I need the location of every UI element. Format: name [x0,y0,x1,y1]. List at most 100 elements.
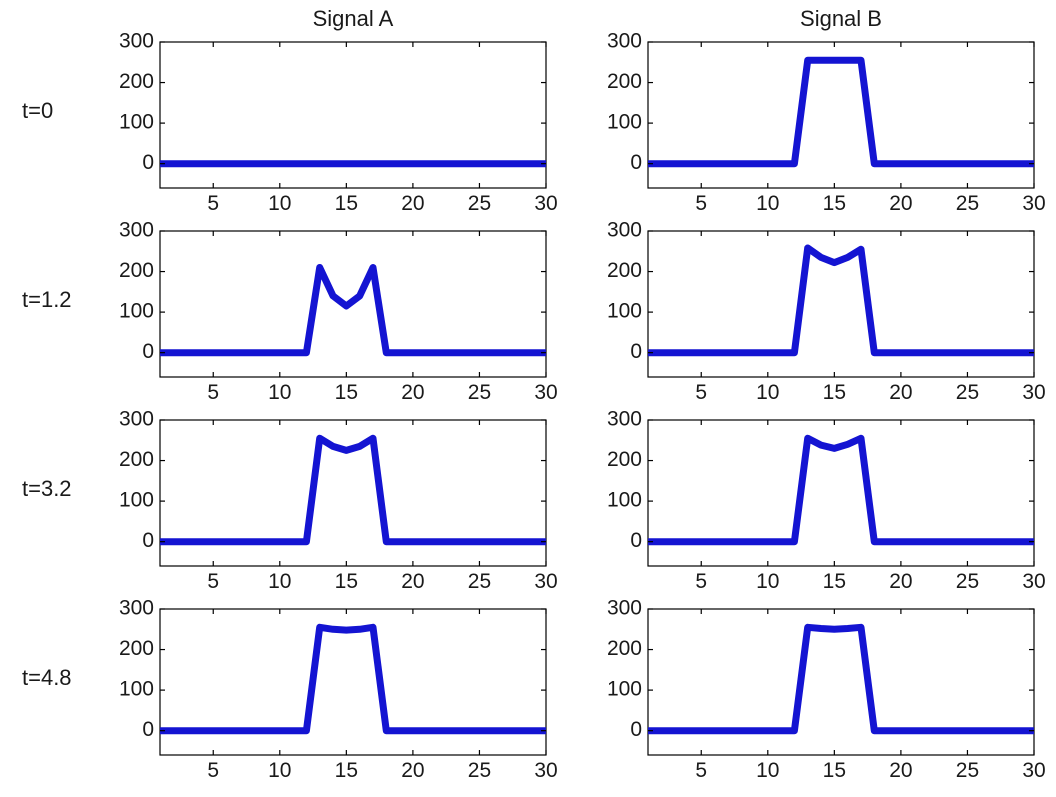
x-tick-label: 5 [695,759,707,782]
y-tick-label: 100 [607,489,642,512]
row-label: t=0 [22,98,53,123]
x-tick-label: 30 [1022,570,1045,593]
y-tick-label: 100 [607,300,642,323]
x-tick-label: 15 [335,759,358,782]
x-tick-label: 5 [207,192,219,215]
y-tick-label: 0 [142,529,154,552]
x-tick-label: 20 [401,381,424,404]
x-tick-label: 15 [823,570,846,593]
row-label: t=3.2 [22,476,72,501]
x-tick-label: 30 [534,570,557,593]
y-tick-label: 100 [119,300,154,323]
x-tick-label: 25 [468,570,491,593]
y-tick-label: 0 [630,718,642,741]
y-tick-label: 100 [119,489,154,512]
y-tick-label: 200 [607,637,642,660]
y-tick-label: 0 [142,151,154,174]
x-tick-label: 10 [268,570,291,593]
series-line [160,434,546,546]
x-tick-label: 20 [889,759,912,782]
x-tick-label: 25 [956,381,979,404]
x-tick-label: 5 [695,570,707,593]
column-title: Signal B [800,6,882,31]
x-tick-label: 20 [889,381,912,404]
x-tick-label: 20 [889,570,912,593]
x-tick-label: 30 [534,759,557,782]
column-title: Signal A [313,6,394,31]
x-tick-label: 30 [534,381,557,404]
y-tick-label: 200 [119,637,154,660]
y-tick-label: 200 [119,259,154,282]
x-tick-label: 25 [956,192,979,215]
series-line [648,244,1034,357]
x-tick-label: 25 [956,570,979,593]
y-tick-label: 100 [607,111,642,134]
x-tick-label: 30 [1022,381,1045,404]
x-tick-label: 5 [207,570,219,593]
y-tick-label: 100 [119,111,154,134]
x-tick-label: 20 [401,570,424,593]
x-tick-label: 20 [401,759,424,782]
y-tick-label: 0 [630,340,642,363]
row-label: t=1.2 [22,287,72,312]
y-tick-label: 200 [119,448,154,471]
y-tick-label: 100 [607,678,642,701]
x-tick-label: 30 [1022,759,1045,782]
x-tick-label: 10 [756,381,779,404]
x-tick-label: 15 [335,570,358,593]
x-tick-label: 15 [335,192,358,215]
x-tick-label: 15 [823,759,846,782]
y-tick-label: 0 [630,151,642,174]
x-tick-label: 25 [468,381,491,404]
x-tick-label: 25 [956,759,979,782]
y-tick-label: 300 [607,408,642,431]
x-tick-label: 30 [534,192,557,215]
x-tick-label: 25 [468,192,491,215]
x-tick-label: 15 [335,381,358,404]
row-label: t=4.8 [22,665,72,690]
y-tick-label: 300 [119,30,154,53]
y-tick-label: 300 [119,219,154,242]
x-tick-label: 10 [756,192,779,215]
x-tick-label: 20 [401,192,424,215]
y-tick-label: 0 [630,529,642,552]
x-tick-label: 15 [823,192,846,215]
y-tick-label: 300 [607,30,642,53]
y-tick-label: 200 [607,259,642,282]
y-tick-label: 0 [142,340,154,363]
series-line [160,623,546,735]
x-tick-label: 5 [695,192,707,215]
x-tick-label: 10 [756,759,779,782]
x-tick-label: 30 [1022,192,1045,215]
y-tick-label: 100 [119,678,154,701]
series-line [648,434,1034,546]
y-tick-label: 200 [607,448,642,471]
y-tick-label: 200 [607,70,642,93]
y-tick-label: 300 [607,219,642,242]
y-tick-label: 300 [607,597,642,620]
series-line [648,56,1034,168]
series-line [160,264,546,357]
x-tick-label: 15 [823,381,846,404]
x-tick-label: 5 [207,381,219,404]
y-tick-label: 300 [119,597,154,620]
y-tick-label: 200 [119,70,154,93]
x-tick-label: 10 [268,759,291,782]
series-line [648,623,1034,735]
y-tick-label: 300 [119,408,154,431]
x-tick-label: 10 [756,570,779,593]
x-tick-label: 5 [695,381,707,404]
x-tick-label: 5 [207,759,219,782]
x-tick-label: 25 [468,759,491,782]
x-tick-label: 20 [889,192,912,215]
y-tick-label: 0 [142,718,154,741]
